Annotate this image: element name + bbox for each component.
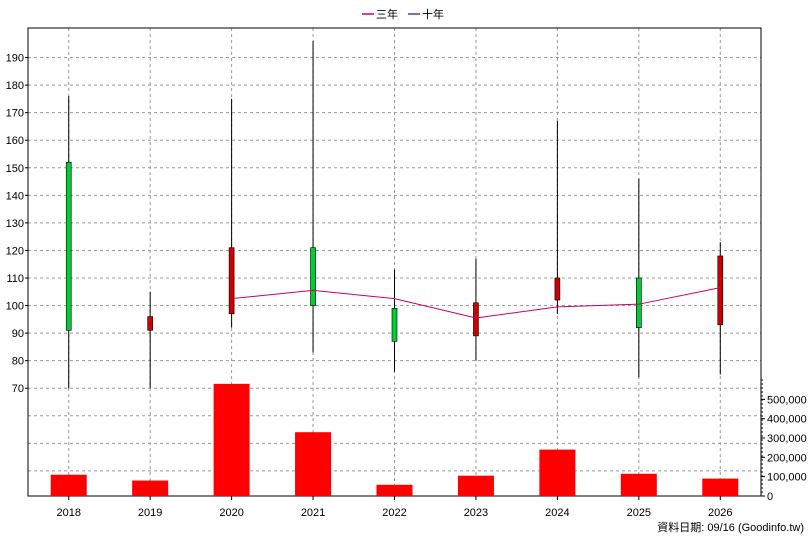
volume-tick-label: 100,000 (767, 472, 807, 484)
volume-bar-2021 (295, 432, 332, 496)
x-tick-label: 2022 (382, 507, 406, 519)
legend-label-三年: 三年 (376, 7, 398, 21)
price-tick-label: 110 (6, 273, 24, 285)
volume-tick-label: 0 (767, 491, 773, 503)
x-tick-label: 2024 (545, 507, 569, 519)
x-tick-label: 2021 (301, 507, 325, 519)
volume-bar-2023 (457, 475, 494, 496)
volume-bar-2020 (213, 383, 250, 496)
volume-bar-2018 (50, 474, 87, 496)
x-tick-label: 2019 (138, 507, 162, 519)
price-tick-label: 160 (6, 135, 24, 147)
legend: 三年 十年 (362, 7, 444, 21)
volume-tick-label: 300,000 (767, 433, 807, 445)
x-axis: 2018 2019 2020 2021 2022 2023 2024 2025 2026 (56, 496, 733, 519)
candle-body-2023 (473, 302, 479, 337)
price-axis: 70 80 90 100 110 120 130 140 150 160 170 180 190 (6, 53, 28, 395)
x-tick-label: 2026 (708, 507, 732, 519)
candle-body-2021 (310, 247, 316, 306)
moving-average-lines (231, 287, 721, 319)
price-tick-label: 100 (6, 301, 24, 313)
x-tick-label: 2025 (627, 507, 651, 519)
price-tick-label: 190 (6, 53, 24, 65)
price-tick-label: 120 (6, 245, 24, 257)
candle-body-2024 (554, 277, 561, 301)
legend-label-十年: 十年 (422, 7, 444, 21)
series-line-三年 (231, 287, 721, 319)
x-tick-label: 2018 (56, 507, 80, 519)
volume-bar-2022 (376, 484, 413, 496)
volume-bars (50, 383, 739, 496)
candle-body-2025 (636, 277, 642, 328)
volume-tick-label: 500,000 (767, 394, 807, 406)
price-tick-label: 70 (12, 383, 24, 395)
price-tick-label: 90 (12, 328, 24, 340)
price-tick-label: 180 (6, 80, 24, 92)
volume-bar-2026 (702, 478, 739, 496)
price-tick-label: 140 (6, 190, 24, 202)
price-tick-label: 170 (6, 108, 24, 120)
candle-body-2019 (147, 316, 153, 331)
volume-bar-2025 (620, 473, 657, 496)
x-tick-label: 2020 (219, 507, 243, 519)
candle-body-2026 (717, 255, 724, 326)
price-tick-label: 130 (6, 218, 24, 230)
candle-body-2018 (65, 161, 72, 331)
x-tick-label: 2023 (464, 507, 488, 519)
candle-body-2020 (228, 247, 235, 315)
volume-bar-2024 (539, 449, 576, 496)
price-tick-label: 80 (12, 356, 24, 368)
grid-lines (28, 28, 761, 496)
volume-tick-label: 200,000 (767, 452, 807, 464)
candle-body-2022 (391, 308, 398, 342)
candlesticks (65, 41, 724, 389)
volume-bar-2019 (132, 480, 169, 496)
volume-axis: 0 100,000 200,000 300,000 400,000 500,000 (761, 379, 807, 503)
price-tick-label: 150 (6, 163, 24, 175)
volume-tick-label: 400,000 (767, 414, 807, 426)
data-source-footer: 資料日期: 09/16 (Goodinfo.tw) (657, 520, 804, 534)
